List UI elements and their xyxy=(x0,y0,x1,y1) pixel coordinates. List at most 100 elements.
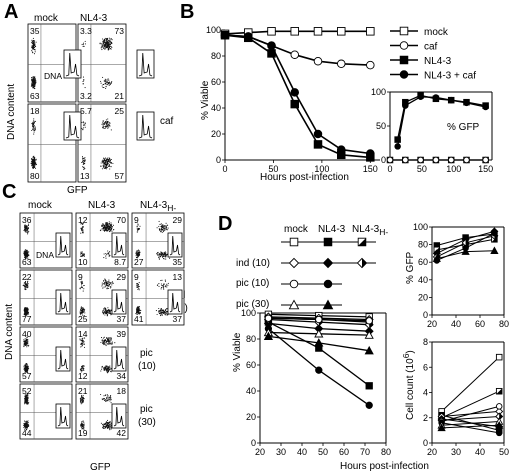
panel-c-row-pic10-conc: (10) xyxy=(138,361,156,372)
panel-c-flow-plots: 36 63 DNA 12 70 10 8.7 9 29 27 35 22 77 9 29 25 37 9 13 41 3… xyxy=(19,212,185,440)
data-point xyxy=(495,421,504,429)
data-point xyxy=(313,56,323,66)
panel-d-label: D xyxy=(218,213,232,235)
data-point xyxy=(264,314,273,322)
panel-c-flow-plot-3-1: 21 18 19 42 xyxy=(75,383,129,440)
panel-c-flow-plot-1-1: 9 29 25 37 xyxy=(75,269,129,326)
data-point xyxy=(366,149,375,158)
data-point xyxy=(463,99,470,107)
panel-d-legend-pic30: pic (30) xyxy=(236,299,269,310)
panel-b-xlabel: Hours post-infection xyxy=(260,172,349,183)
y-tick-label: 40 xyxy=(211,103,221,113)
data-point-half-fill xyxy=(465,239,469,247)
data-point xyxy=(313,140,323,149)
legend-row xyxy=(281,299,342,310)
y-tick-label: 20 xyxy=(246,412,256,422)
x-tick-label: 150 xyxy=(478,164,493,174)
quadrant-percent: 25 xyxy=(115,106,125,116)
dna-histogram-inset xyxy=(55,403,71,429)
x-tick-label: 0 xyxy=(222,164,227,174)
y-tick-label: 20 xyxy=(211,129,221,139)
data-point xyxy=(337,27,346,36)
data-point xyxy=(463,156,470,164)
data-point xyxy=(417,156,424,164)
data-point xyxy=(322,257,334,269)
data-point xyxy=(495,429,503,437)
panel-c-ylabel: DNA content xyxy=(4,304,15,360)
data-point xyxy=(432,94,440,101)
panel-d-legend-ind: ind (10) xyxy=(236,258,270,269)
data-point xyxy=(394,136,401,143)
panel-c-row-pic10: pic xyxy=(140,348,153,359)
data-point xyxy=(402,156,409,164)
quadrant-percent: 10 xyxy=(78,257,88,267)
series-nl4-3-pic-30- xyxy=(263,331,374,355)
data-point xyxy=(315,315,323,324)
x-tick-label: 100 xyxy=(314,164,329,174)
data-point xyxy=(288,257,300,269)
data-point xyxy=(417,93,424,101)
histogram-trace xyxy=(138,52,153,77)
series-line xyxy=(441,390,500,419)
histogram-trace xyxy=(113,292,125,313)
quadrant-percent: 63 xyxy=(22,257,32,267)
dna-inset-label: DNA xyxy=(44,71,62,81)
dna-histogram-inset xyxy=(55,289,71,315)
x-tick-label: 80 xyxy=(381,447,391,457)
panel-c-row-pic30: pic xyxy=(140,404,153,415)
panel-a-label: A xyxy=(4,1,18,23)
quadrant-percent: 57 xyxy=(22,371,32,381)
data-point xyxy=(315,366,323,374)
series-nl4-3-caf xyxy=(220,30,375,158)
y-tick-label: 100 xyxy=(241,308,256,318)
data-point xyxy=(365,317,373,325)
series-nl4-3-pic-30- xyxy=(437,421,504,432)
quadrant-percent: 3.3 xyxy=(80,26,92,36)
panel-d-xlabel: Hours post-infection xyxy=(340,461,429,472)
data-point xyxy=(490,246,499,255)
legend-label: NL4-3 + caf xyxy=(424,71,476,82)
quadrant-percent: 13 xyxy=(80,171,90,181)
series-mock xyxy=(438,353,503,415)
x-tick-label: 50 xyxy=(499,447,509,457)
quadrant-percent: 35 xyxy=(173,257,183,267)
series-line xyxy=(441,416,500,421)
y-tick-label: 80 xyxy=(246,334,256,344)
y-tick-label: 2 xyxy=(423,413,428,423)
quadrant-percent: 8.7 xyxy=(114,257,126,267)
cell-events xyxy=(30,118,38,169)
quadrant-percent: 22 xyxy=(22,272,32,282)
y-tick-label: 6 xyxy=(423,362,428,372)
quadrant-percent: 9 xyxy=(134,215,139,225)
panel-c-flow-plot-0-1: 12 70 10 8.7 xyxy=(75,212,129,269)
y-tick-label: 0 xyxy=(423,438,428,448)
dna-histogram-inset xyxy=(167,232,183,258)
cell-events xyxy=(30,37,37,90)
quadrant-percent: 77 xyxy=(22,314,32,324)
x-tick-label: 20 xyxy=(255,447,265,457)
data-point xyxy=(364,330,374,339)
series-caf xyxy=(386,156,489,164)
quadrant-percent: 12 xyxy=(78,371,88,381)
data-point xyxy=(313,129,323,139)
cell-events xyxy=(135,220,171,260)
cell-events xyxy=(79,278,115,317)
data-point xyxy=(263,331,273,341)
y-tick-label: 0 xyxy=(381,155,386,165)
quadrant-percent: 3.2 xyxy=(80,91,92,101)
data-point xyxy=(267,41,276,50)
data-point xyxy=(447,96,455,104)
quadrant-percent: 41 xyxy=(134,314,144,324)
data-point xyxy=(290,88,300,97)
cell-events xyxy=(22,278,30,317)
histogram-trace xyxy=(113,349,125,370)
dna-histogram-inset xyxy=(167,289,183,315)
y-tick-label: 100 xyxy=(206,25,221,35)
panel-b-viability-chart: 0 20 40 60 80 100 0 50 100 150 xyxy=(206,25,380,174)
legend-label: caf xyxy=(424,42,438,53)
series-line xyxy=(441,421,500,426)
y-tick-label: 40 xyxy=(246,386,256,396)
legend-row xyxy=(281,237,376,247)
quadrant-percent: 80 xyxy=(30,171,40,181)
